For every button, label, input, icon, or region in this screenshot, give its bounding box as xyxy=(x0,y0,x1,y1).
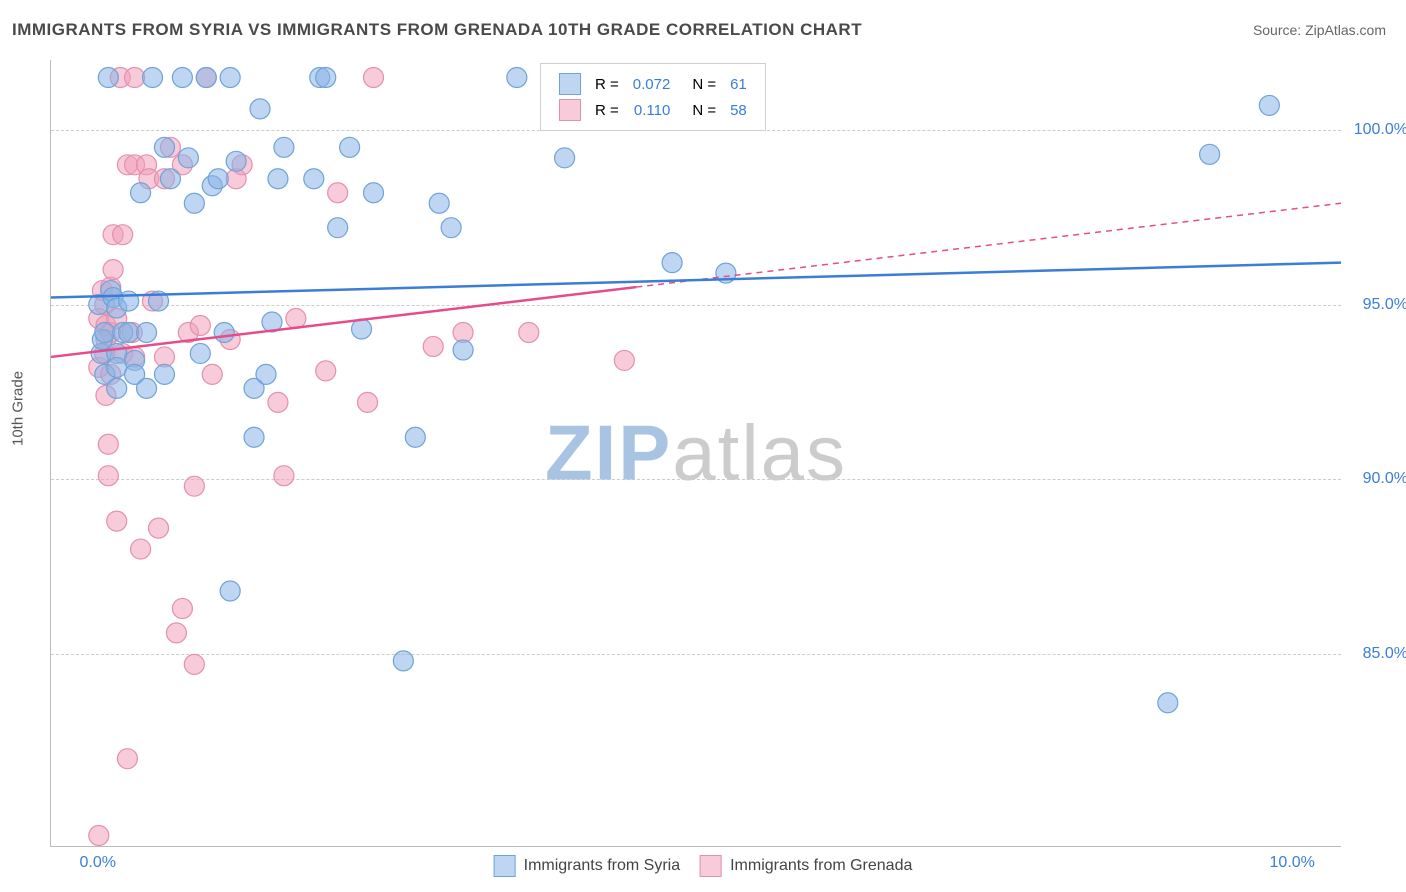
legend-label-syria: Immigrants from Syria xyxy=(524,857,680,875)
source-prefix: Source: xyxy=(1253,22,1305,38)
r-value-grenada: 0.110 xyxy=(634,102,670,119)
source-name: ZipAtlas.com xyxy=(1305,22,1386,38)
ytick-label: 95.0% xyxy=(1348,296,1406,314)
legend-top-row-grenada: R = 0.110 N = 58 xyxy=(553,98,753,122)
ytick-label: 90.0% xyxy=(1348,470,1406,488)
chart-title: IMMIGRANTS FROM SYRIA VS IMMIGRANTS FROM… xyxy=(12,20,862,40)
swatch-grenada xyxy=(559,99,581,121)
ytick-label: 85.0% xyxy=(1348,645,1406,663)
legend-bottom-item-grenada: Immigrants from Grenada xyxy=(700,855,912,877)
swatch-syria-bottom xyxy=(494,855,516,877)
legend-top-row-syria: R = 0.072 N = 61 xyxy=(553,72,753,96)
n-value-grenada: 58 xyxy=(730,102,747,119)
chart-container: IMMIGRANTS FROM SYRIA VS IMMIGRANTS FROM… xyxy=(0,0,1406,892)
swatch-grenada-bottom xyxy=(700,855,722,877)
plot-area: ZIPatlas xyxy=(50,60,1341,847)
legend-label-grenada: Immigrants from Grenada xyxy=(730,857,912,875)
n-value-syria: 61 xyxy=(730,76,747,93)
source-label: Source: ZipAtlas.com xyxy=(1253,22,1386,38)
trend-grenada-solid xyxy=(51,287,636,357)
trend-syria-solid xyxy=(51,263,1341,298)
legend-top: R = 0.072 N = 61 R = 0.110 N = 58 xyxy=(540,63,766,131)
r-value-syria: 0.072 xyxy=(633,76,671,93)
legend-bottom-item-syria: Immigrants from Syria xyxy=(494,855,680,877)
xtick-label: 0.0% xyxy=(80,854,116,872)
trend-lines-layer xyxy=(51,60,1341,846)
r-label-grenada: R = xyxy=(595,102,619,119)
legend-bottom: Immigrants from Syria Immigrants from Gr… xyxy=(494,855,913,877)
n-label-syria: N = xyxy=(692,76,716,93)
r-label-syria: R = xyxy=(595,76,619,93)
xtick-label: 10.0% xyxy=(1270,854,1315,872)
n-label-grenada: N = xyxy=(692,102,716,119)
ytick-label: 100.0% xyxy=(1348,121,1406,139)
trend-grenada-dashed xyxy=(636,203,1341,287)
y-axis-label: 10th Grade xyxy=(10,371,27,446)
swatch-syria xyxy=(559,73,581,95)
